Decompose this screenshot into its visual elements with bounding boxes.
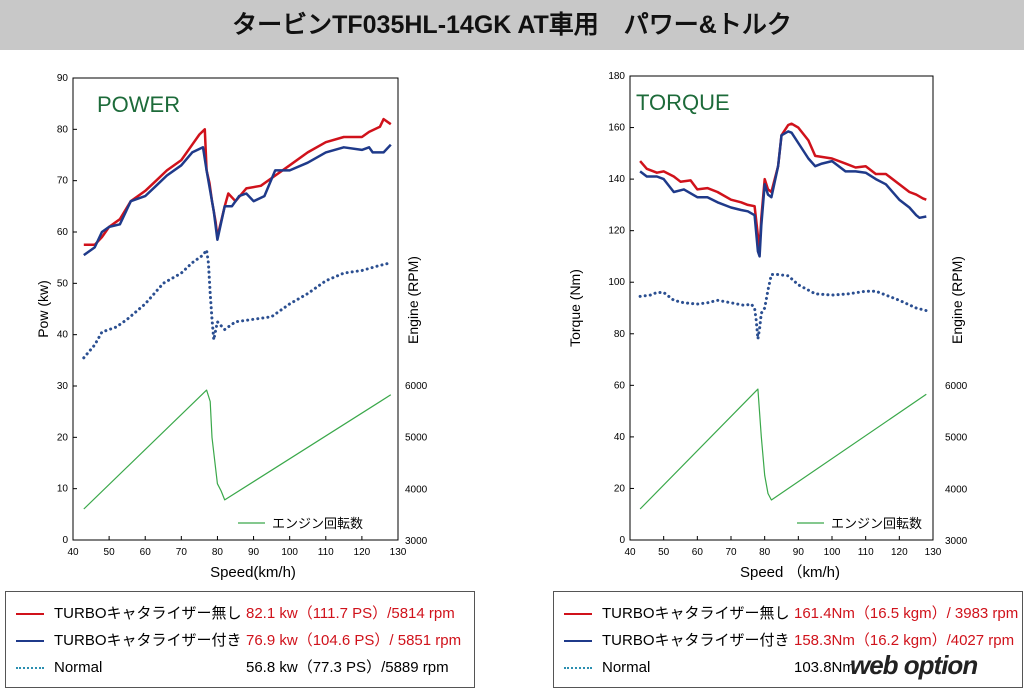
y2-tick-label: 6000	[405, 381, 428, 392]
legend-label: Normal	[602, 659, 651, 676]
y-tick-label: 80	[57, 124, 69, 135]
torque-legend: TURBOキャタライザー無し 161.4Nm（16.5 kgm）/ 3983 rp…	[553, 591, 1023, 688]
legend-value: 76.9 kw（104.6 PS）/ 5851 rpm	[246, 632, 462, 649]
x-tick-label: 70	[176, 547, 188, 558]
x-tick-label: 70	[725, 547, 737, 558]
chart-title: TORQUE	[636, 90, 730, 115]
y-tick-label: 20	[57, 432, 69, 443]
legend-row-normal: Normal 103.8Nm	[554, 656, 1022, 680]
series-red-line	[639, 122, 927, 250]
dotted-swatch	[564, 667, 592, 669]
x-tick-label: 110	[858, 547, 874, 558]
x-tick-label: 100	[281, 547, 298, 558]
x-tick-label: 110	[318, 547, 334, 558]
y2-axis-label: Engine (RPM)	[405, 256, 421, 344]
y2-tick-label: 5000	[405, 433, 428, 444]
y-tick-label: 40	[614, 432, 626, 443]
legend-label: TURBOキャタライザー無し	[602, 605, 790, 622]
y-tick-label: 30	[57, 381, 69, 392]
y-tick-label: 50	[57, 278, 69, 289]
red-line-swatch	[564, 613, 592, 615]
blue-line-swatch	[16, 640, 44, 642]
y2-tick-label: 4000	[945, 484, 968, 495]
page-title: タービンTF035HL-14GK AT車用 パワー&トルク	[0, 0, 1024, 50]
legend-row-no-cat: TURBOキャタライザー無し 161.4Nm（16.5 kgm）/ 3983 rp…	[554, 602, 1022, 626]
legend-row-cat: TURBOキャタライザー付き 158.3Nm（16.2 kgm）/4027 rpm	[554, 629, 1022, 653]
y-tick-label: 90	[57, 73, 69, 84]
watermark-logo: web option	[850, 650, 978, 680]
blue-line-swatch	[564, 640, 592, 642]
rpm-legend-label: エンジン回転数	[272, 516, 363, 531]
series-blue-line	[639, 130, 927, 258]
power-legend: TURBOキャタライザー無し 82.1 kw（111.7 PS）/5814 rpm…	[5, 591, 475, 688]
legend-label: TURBOキャタライザー付き	[602, 632, 790, 649]
y2-tick-label: 3000	[945, 536, 968, 547]
series-rpm-line	[83, 389, 392, 510]
legend-label: TURBOキャタライザー付き	[54, 632, 242, 649]
x-axis-label: Speed(km/h)	[210, 564, 296, 581]
plot-frame	[72, 77, 399, 541]
legend-label: TURBOキャタライザー無し	[54, 605, 242, 622]
y-tick-label: 80	[614, 329, 626, 340]
x-tick-label: 120	[354, 547, 371, 558]
legend-row-cat: TURBOキャタライザー付き 76.9 kw（104.6 PS）/ 5851 rp…	[6, 629, 474, 653]
y-tick-label: 140	[608, 174, 625, 185]
y-axis-label: Torque (Nm)	[567, 269, 583, 347]
legend-row-no-cat: TURBOキャタライザー無し 82.1 kw（111.7 PS）/5814 rpm	[6, 602, 474, 626]
series-normal-line	[82, 248, 393, 360]
legend-value: 103.8Nm	[794, 659, 855, 676]
y2-tick-label: 4000	[405, 484, 428, 495]
y-tick-label: 20	[614, 483, 626, 494]
y-tick-label: 70	[57, 176, 69, 187]
y-axis-label: Pow (kw)	[35, 280, 51, 338]
y-tick-label: 180	[608, 71, 625, 82]
y-tick-label: 120	[608, 226, 625, 237]
y-tick-label: 0	[619, 535, 625, 546]
x-tick-label: 130	[925, 547, 942, 558]
y2-axis-label: Engine (RPM)	[949, 256, 965, 344]
x-axis-label: Speed （km/h)	[740, 564, 840, 581]
y-tick-label: 160	[608, 123, 625, 134]
series-blue-line	[83, 143, 392, 257]
x-tick-label: 90	[793, 547, 805, 558]
x-tick-label: 50	[104, 547, 116, 558]
x-tick-label: 60	[140, 547, 152, 558]
x-tick-label: 60	[692, 547, 704, 558]
y-tick-label: 40	[57, 330, 69, 341]
y-tick-label: 10	[57, 484, 69, 495]
x-tick-label: 80	[212, 547, 224, 558]
legend-row-normal: Normal 56.8 kw（77.3 PS）/5889 rpm	[6, 656, 474, 680]
y-tick-label: 0	[62, 535, 68, 546]
x-tick-label: 40	[624, 547, 636, 558]
rpm-legend-label: エンジン回転数	[831, 516, 922, 531]
x-tick-label: 130	[390, 547, 407, 558]
red-line-swatch	[16, 613, 44, 615]
series-rpm-line	[639, 388, 927, 510]
y2-tick-label: 6000	[945, 381, 968, 392]
x-tick-label: 40	[67, 547, 79, 558]
y2-tick-label: 3000	[405, 536, 428, 547]
legend-label: Normal	[54, 659, 103, 676]
chart-title: POWER	[97, 92, 180, 117]
x-tick-label: 50	[658, 547, 670, 558]
x-tick-label: 100	[824, 547, 841, 558]
legend-value: 161.4Nm（16.5 kgm）/ 3983 rpm	[794, 605, 1019, 622]
y2-tick-label: 5000	[945, 433, 968, 444]
plot-frame	[629, 75, 934, 541]
x-tick-label: 90	[248, 547, 260, 558]
series-red-line	[83, 117, 392, 247]
x-tick-label: 120	[891, 547, 908, 558]
legend-value: 56.8 kw（77.3 PS）/5889 rpm	[246, 659, 449, 676]
legend-value: 82.1 kw（111.7 PS）/5814 rpm	[246, 605, 455, 622]
dotted-swatch	[16, 667, 44, 669]
series-normal-line	[638, 273, 928, 341]
y-tick-label: 60	[57, 227, 69, 238]
x-tick-label: 80	[759, 547, 771, 558]
y-tick-label: 100	[608, 277, 625, 288]
legend-value: 158.3Nm（16.2 kgm）/4027 rpm	[794, 632, 1015, 649]
y-tick-label: 60	[614, 380, 626, 391]
